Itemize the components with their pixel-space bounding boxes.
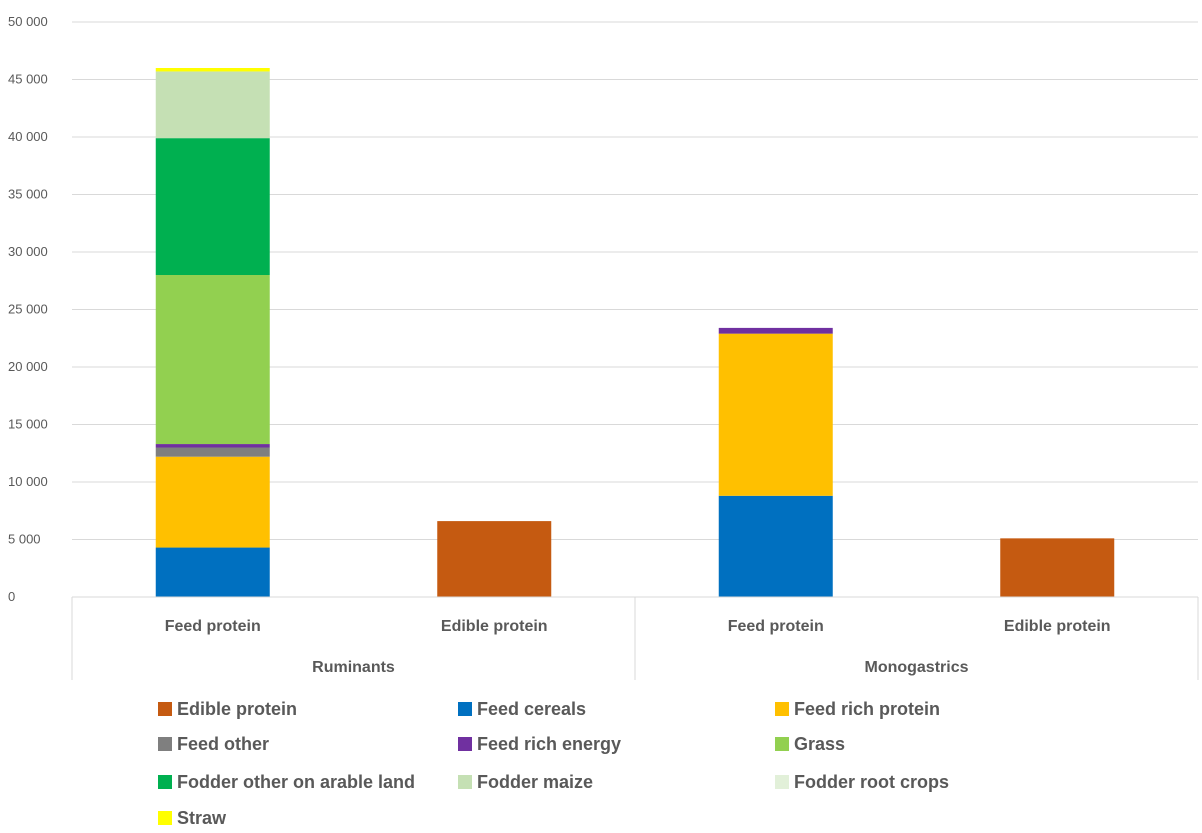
- legend-label: Feed rich protein: [794, 699, 940, 719]
- y-tick-label: 10 000: [8, 474, 48, 489]
- x-category-label: Feed protein: [728, 618, 824, 635]
- legend-swatch: [158, 702, 172, 716]
- legend-swatch: [775, 737, 789, 751]
- x-group-label: Monogastrics: [864, 659, 968, 676]
- bar-segment: [1000, 538, 1115, 597]
- legend-label: Feed other: [177, 734, 269, 754]
- y-tick-label: 20 000: [8, 359, 48, 374]
- legend-item: Fodder other on arable land: [158, 772, 415, 792]
- legend-swatch: [775, 775, 789, 789]
- legend-label: Feed rich energy: [477, 734, 621, 754]
- legend-label: Fodder other on arable land: [177, 772, 415, 792]
- legend-label: Fodder maize: [477, 772, 593, 792]
- y-tick-label: 25 000: [8, 302, 48, 317]
- legend-label: Straw: [177, 808, 227, 828]
- legend-item: Feed cereals: [458, 699, 586, 719]
- legend-item: Feed rich energy: [458, 734, 621, 754]
- y-tick-label: 0: [8, 589, 15, 604]
- bar-segment: [718, 327, 833, 334]
- legend-label: Grass: [794, 734, 845, 754]
- y-tick-label: 30 000: [8, 244, 48, 259]
- legend-swatch: [158, 811, 172, 825]
- y-tick-label: 40 000: [8, 129, 48, 144]
- y-tick-label: 35 000: [8, 187, 48, 202]
- x-category-label: Feed protein: [165, 618, 261, 635]
- legend-swatch: [458, 702, 472, 716]
- bar-segment: [718, 333, 833, 496]
- bar-segment: [155, 68, 270, 72]
- legend-label: Fodder root crops: [794, 772, 949, 792]
- bars: [155, 68, 1115, 597]
- legend-item: Fodder root crops: [775, 772, 949, 792]
- y-tick-label: 50 000: [8, 14, 48, 29]
- x-category-label: Edible protein: [1004, 618, 1111, 635]
- x-axis: Feed protein Edible protein Feed protein Ed…: [71, 596, 1199, 680]
- x-group-label: Ruminants: [312, 659, 395, 676]
- x-category-label: Edible protein: [441, 618, 548, 635]
- bar-segment: [155, 275, 270, 445]
- bar-segment: [155, 447, 270, 457]
- legend-swatch: [775, 702, 789, 716]
- bar-segment: [155, 138, 270, 275]
- legend-item: Fodder maize: [458, 772, 593, 792]
- y-tick-label: 15 000: [8, 417, 48, 432]
- bar-segment: [155, 547, 270, 597]
- y-tick-label: 5 000: [8, 532, 41, 547]
- bar-segment: [155, 71, 270, 139]
- legend-item: Feed other: [158, 734, 269, 754]
- legend: Edible protein Feed cereals Feed rich prot…: [158, 699, 949, 828]
- y-tick-label: 45 000: [8, 72, 48, 87]
- legend-swatch: [158, 737, 172, 751]
- y-axis: 0 5 000 10 000 15 000 20 000 25 000 30 000 35 0…: [8, 14, 48, 604]
- bar-segment: [437, 521, 552, 597]
- legend-swatch: [458, 737, 472, 751]
- legend-label: Edible protein: [177, 699, 297, 719]
- legend-item: Grass: [775, 734, 845, 754]
- bar-segment: [155, 456, 270, 548]
- legend-item: Edible protein: [158, 699, 297, 719]
- legend-item: Feed rich protein: [775, 699, 940, 719]
- bar-segment: [155, 444, 270, 448]
- legend-item: Straw: [158, 808, 227, 828]
- legend-label: Feed cereals: [477, 699, 586, 719]
- legend-swatch: [458, 775, 472, 789]
- bar-segment: [718, 495, 833, 597]
- legend-swatch: [158, 775, 172, 789]
